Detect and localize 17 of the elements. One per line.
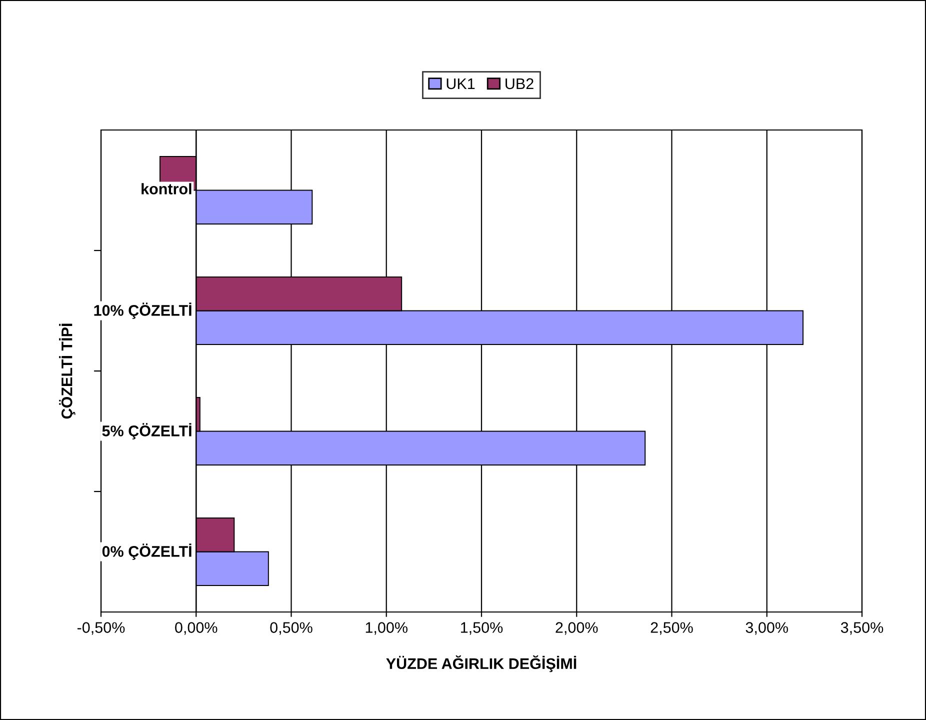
y-tick-label: 10% ÇÖZELTİ (94, 302, 192, 319)
x-tick-label: 0,00% (175, 622, 218, 635)
legend-label: UB2 (506, 78, 534, 90)
x-tick-label: 3,50% (840, 622, 884, 635)
x-tick-label: 2,50% (650, 622, 693, 635)
x-tick-label: -0,50% (77, 622, 125, 635)
x-tick-label: 1,50% (461, 622, 503, 635)
y-axis-title: ÇÖZELTİ TİPİ (59, 324, 76, 419)
x-tick-label: 2,00% (556, 622, 598, 635)
x-tick-label: 3,00% (746, 622, 788, 635)
y-tick-label: 5% ÇÖZELTİ (102, 423, 192, 440)
y-tick-label: 0% ÇÖZELTİ (102, 544, 192, 560)
y-tick-label: kontrol (142, 183, 192, 194)
x-tick-label: 0,50% (270, 622, 312, 635)
legend-label: UK1 (446, 78, 475, 90)
x-tick-label: 1,00% (366, 622, 408, 635)
x-axis-title: YÜZDE AĞIRLIK DEĞİŞİMİ (386, 655, 576, 672)
